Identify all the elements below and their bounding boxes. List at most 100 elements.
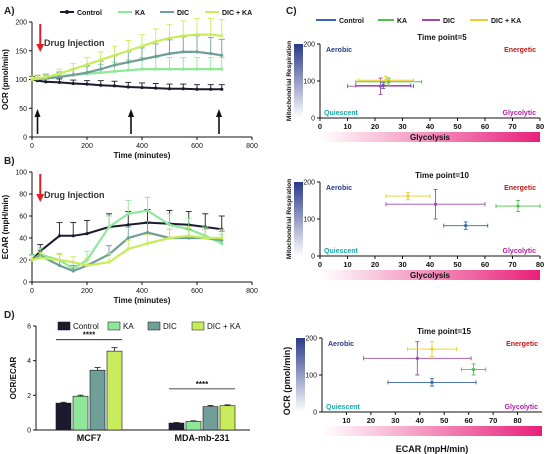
ocr-point-dic [181,50,185,54]
ocr-x-tick-label: 0 [30,143,34,150]
ocr-point-control [154,86,158,90]
ecar-point-dic_ka [107,260,111,264]
tp10-x-tick-label: 20 [371,260,379,269]
ecar-x-axis-title: Time (minutes) [114,296,171,305]
tp15-x-tick-label: 30 [391,416,399,425]
tp10-point-dic [433,202,438,206]
tp10-point-dic_ka [406,194,410,198]
ocr-measure-arrow-head [128,109,134,117]
ocr-point-ka [126,68,130,72]
ecar-series-line-dic [31,231,222,273]
tp10-respiration-label: Mitochondrial Respiration [286,179,293,259]
ocr-series-line-dic_ka [31,33,222,81]
ecar-point-ka [107,225,111,229]
ocr-point-dic_ka [71,67,75,71]
ecar-series-line-dic_ka [31,234,222,267]
ecar-point-control [126,223,130,227]
ocr-point-ka [112,69,117,74]
ocr-point-dic [112,63,117,67]
tp15-quadrant-glycolytic: Glycolytic [505,404,539,411]
ecar-injection-arrow-head [36,194,45,202]
tp5-x-tick-label: 80 [536,122,544,131]
ocr-point-dic_ka [181,34,185,38]
tp5-point-dic [378,84,383,88]
panel-label-a: A) [4,6,15,17]
tp15-glycolysis-bar [322,426,542,436]
bar-dic_ka-1 [219,405,236,431]
legend-marker-control [65,10,69,14]
ecar-point-dic_ka [167,236,172,240]
ocr-point-ka [220,67,224,71]
legend-label-control: Control [77,10,102,17]
tp5-y-tick-label: 0 [311,116,315,123]
ocr-series-line-ka [31,68,222,81]
bar-control-0 [55,402,72,431]
ocr-point-dic [220,53,224,57]
tp5-x-tick-label: 60 [481,122,489,131]
ecar-point-ka [145,208,150,213]
ecar-x-tick-label: 800 [246,288,258,295]
legend-panel-a: Control KA DIC DIC + KA [60,10,252,17]
ocr-point-control [209,87,213,91]
ocr-point-dic_ka [154,39,158,44]
ocr-point-dic [195,50,199,54]
ocr-point-dic [167,52,172,56]
tp10-x-tick-label: 0 [318,260,322,269]
tp10-quadrant-glycolytic: Glycolytic [503,248,537,255]
ocr-point-dic_ka [220,34,224,38]
ocr-y-tick-label: 200 [15,20,27,27]
ocr-y-tick-label: 50 [19,106,27,113]
ecar-point-dic [57,263,62,268]
bar-y-axis-title: OCR/ECAR [9,356,18,399]
bar-ka-0 [72,395,89,431]
tp10-y-tick-label: 200 [303,180,315,187]
ocr-point-dic [209,52,213,56]
bar-y-tick-label: 2 [27,393,31,400]
ocr-x-tick-label: 600 [191,143,203,150]
ocr-point-ka [167,67,172,71]
panel-label-d: D) [4,310,15,321]
bar-dic-1 [202,406,219,431]
chart-ecar-time: 0 20 40 60 80 100 0 200 400 600 800 Time (minutes) E… [1,170,258,306]
ocr-point-dic [140,57,144,61]
ocr-injection-arrow-head [36,44,45,52]
tp15-y-tick-label: 0 [313,410,317,417]
bar-chart-ocr-ecar: 0246OCR/ECARMCF7****MDA-mb-231****Contro… [9,321,250,443]
tp5-x-tick-label: 30 [398,122,406,131]
tp15-quadrant-aerobic: Aerobic [328,341,354,348]
ecar-y-tick-label: 60 [19,214,27,221]
bar-legend-swatch-dic [147,321,161,331]
ecar-point-ka [167,223,172,227]
bar-category-label: MDA-mb-231 [174,433,229,443]
tp15-title: Time point=15 [417,327,471,336]
ocr-point-dic_ka [209,33,213,37]
tp10-x-tick-label: 30 [398,260,406,269]
ecar-y-axis-title: ECAR (mpH/min) [1,194,10,259]
ocr-measure-arrow-head [34,109,41,117]
ecar-point-ka [126,212,130,216]
ecar-point-control [57,234,62,238]
ocr-series-line-dic [31,50,222,81]
ocr-point-dic_ka [30,77,34,82]
ocr-point-dic [126,60,130,64]
ecar-point-dic_ka [126,247,130,251]
tp5-x-tick-label: 20 [371,122,379,131]
tp10-glycolysis-label: Glycolysis [410,271,451,280]
ocr-point-dic_ka [167,36,172,40]
bar-legend-label-control: Control [73,322,99,331]
tp15-point-ka [471,367,476,372]
ecar-point-dic_ka [203,236,207,240]
ocr-series-line-control [31,78,222,91]
bar-category-label: MCF7 [77,433,102,443]
ocr-point-dic_ka [57,72,62,76]
ecar-point-dic_ka [30,258,34,262]
tp5-x-tick-label: 0 [318,122,322,131]
ocr-point-control [44,80,48,84]
legend-c-label-dic-ka: DIC + KA [491,18,521,25]
ecar-point-ka [220,241,224,246]
tp10-y-tick-label: 0 [311,254,315,261]
bar-ka-1 [185,421,202,431]
tp5-point-ka [387,80,391,84]
ecar-point-dic_ka [57,258,62,262]
tp15-x-tick-label: 50 [440,416,448,425]
